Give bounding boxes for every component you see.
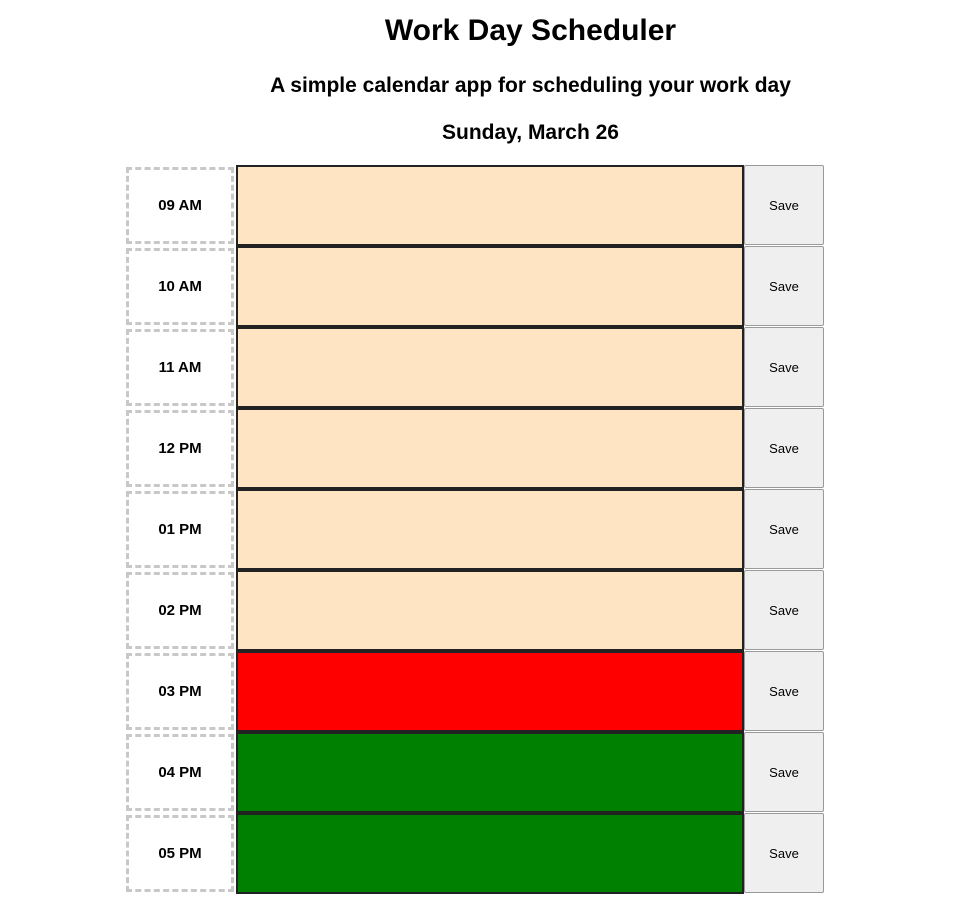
time-block-row: 03 PM Save	[126, 651, 826, 732]
save-button[interactable]: Save	[744, 246, 824, 326]
hour-label: 12 PM	[126, 410, 234, 487]
time-block-row: 05 PM Save	[126, 813, 826, 894]
event-textarea[interactable]	[236, 732, 744, 813]
hour-label: 05 PM	[126, 815, 234, 892]
page-title: Work Day Scheduler	[384, 14, 677, 47]
save-button[interactable]: Save	[744, 570, 824, 650]
event-textarea[interactable]	[236, 165, 744, 246]
save-button[interactable]: Save	[744, 408, 824, 488]
event-textarea[interactable]	[236, 651, 744, 732]
event-textarea[interactable]	[236, 489, 744, 570]
event-textarea[interactable]	[236, 327, 744, 408]
schedule-container: 09 AM Save 10 AM Save 11 AM Save 12 PM S…	[126, 165, 826, 894]
save-button[interactable]: Save	[744, 732, 824, 812]
event-textarea[interactable]	[236, 570, 744, 651]
hour-label: 03 PM	[126, 653, 234, 730]
save-button[interactable]: Save	[744, 489, 824, 569]
event-textarea[interactable]	[236, 246, 744, 327]
hour-label: 10 AM	[126, 248, 234, 325]
event-textarea[interactable]	[236, 408, 744, 489]
hour-label: 09 AM	[126, 167, 234, 244]
time-block-row: 10 AM Save	[126, 246, 826, 327]
time-block-row: 04 PM Save	[126, 732, 826, 813]
current-date: Sunday, March 26	[441, 121, 619, 144]
time-block-row: 09 AM Save	[126, 165, 826, 246]
time-block-row: 02 PM Save	[126, 570, 826, 651]
hour-label: 01 PM	[126, 491, 234, 568]
hour-label: 11 AM	[126, 329, 234, 406]
time-block-row: 12 PM Save	[126, 408, 826, 489]
hour-label: 02 PM	[126, 572, 234, 649]
save-button[interactable]: Save	[744, 651, 824, 731]
save-button[interactable]: Save	[744, 165, 824, 245]
time-block-row: 01 PM Save	[126, 489, 826, 570]
save-button[interactable]: Save	[744, 813, 824, 893]
time-block-row: 11 AM Save	[126, 327, 826, 408]
save-button[interactable]: Save	[744, 327, 824, 407]
hour-label: 04 PM	[126, 734, 234, 811]
event-textarea[interactable]	[236, 813, 744, 894]
page-subtitle: A simple calendar app for scheduling you…	[270, 74, 791, 97]
